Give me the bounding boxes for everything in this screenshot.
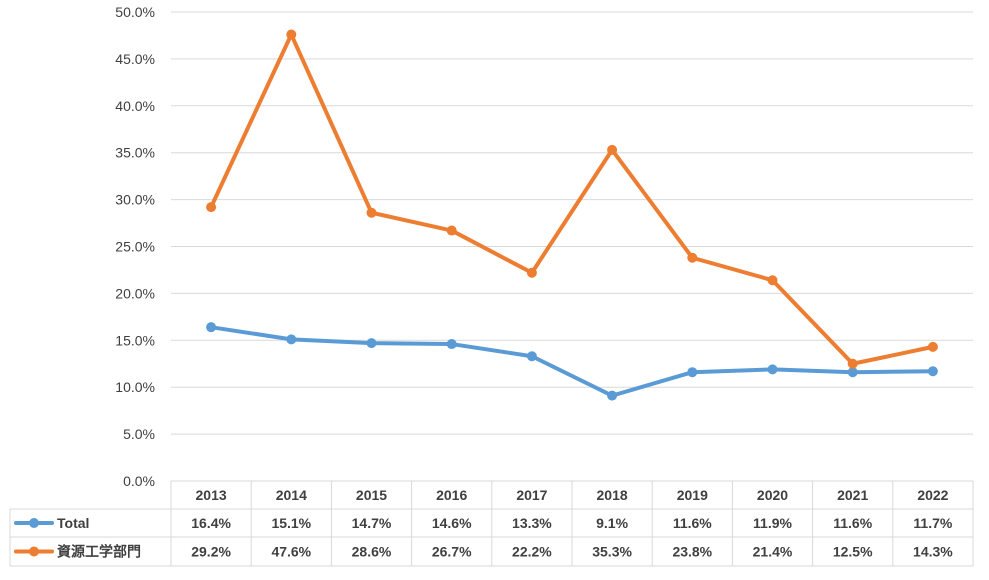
y-tick-label: 0.0% <box>123 473 155 489</box>
series-lines <box>206 29 938 401</box>
table-value-cell: 13.3% <box>512 515 552 531</box>
table-value-cell: 11.6% <box>673 515 712 531</box>
data-point <box>927 366 938 377</box>
data-point <box>206 202 217 213</box>
x-category-label: 2013 <box>196 487 227 503</box>
data-point <box>607 390 618 401</box>
data-point <box>366 338 377 349</box>
x-category-label: 2016 <box>436 487 467 503</box>
x-category-label: 2020 <box>757 487 788 503</box>
table-value-cell: 26.7% <box>432 544 472 560</box>
table-value-cell: 12.5% <box>833 544 873 560</box>
legend-key-marker <box>29 518 39 528</box>
table-value-cell: 21.4% <box>753 544 793 560</box>
legend-series-name: 資源工学部門 <box>57 544 141 560</box>
table-value-cell: 28.6% <box>352 544 392 560</box>
series-line <box>209 32 935 366</box>
data-table: 2013 2014 2015 2016 2017 2018 2019 2020 2021 2022… <box>9 480 974 567</box>
data-point <box>687 367 698 378</box>
data-point <box>286 334 297 345</box>
series-line <box>209 325 935 398</box>
data-point <box>366 207 377 218</box>
table-value-cell: 14.6% <box>432 515 472 531</box>
data-point <box>927 341 938 352</box>
data-point <box>446 225 457 236</box>
legend-series-name: Total <box>57 515 89 531</box>
y-tick-label: 40.0% <box>115 98 155 114</box>
data-point <box>526 267 537 278</box>
y-tick-label: 25.0% <box>115 239 155 255</box>
data-point <box>767 364 778 375</box>
y-tick-label: 35.0% <box>115 145 155 161</box>
table-value-cell: 47.6% <box>271 544 311 560</box>
data-point <box>286 29 297 40</box>
legend-key-marker <box>29 546 39 557</box>
x-category-label: 2015 <box>356 487 387 503</box>
table-value-cell: 11.9% <box>753 515 792 531</box>
table-value-cell: 29.2% <box>191 544 231 560</box>
x-category-label: 2021 <box>837 487 868 503</box>
data-point <box>206 322 217 333</box>
y-axis-tick-labels: 0.0% 5.0% 10.0% 15.0% 20.0% 25.0% 30.0% 35.0% 40… <box>115 4 155 489</box>
table-value-cell: 9.1% <box>596 515 628 531</box>
table-value-cell: 14.3% <box>913 544 953 560</box>
data-point <box>847 358 858 369</box>
table-value-cell: 14.7% <box>352 515 392 531</box>
x-category-label: 2022 <box>917 487 948 503</box>
data-point <box>687 252 698 263</box>
data-point <box>526 351 537 362</box>
table-value-cell: 11.7% <box>913 515 952 531</box>
x-category-label: 2014 <box>276 487 307 503</box>
y-tick-label: 45.0% <box>115 51 155 67</box>
y-tick-label: 15.0% <box>115 332 155 348</box>
x-category-label: 2017 <box>516 487 547 503</box>
table-value-cell: 22.2% <box>512 544 552 560</box>
table-value-cell: 16.4% <box>191 515 231 531</box>
y-tick-label: 30.0% <box>115 192 155 208</box>
x-category-label: 2019 <box>677 487 708 503</box>
data-point <box>446 339 457 350</box>
table-value-cell: 23.8% <box>672 544 712 560</box>
data-point <box>767 275 778 286</box>
table-value-cell: 15.1% <box>271 515 311 531</box>
y-tick-label: 20.0% <box>115 285 155 301</box>
data-point <box>847 367 858 378</box>
x-category-label: 2018 <box>597 487 628 503</box>
y-tick-label: 50.0% <box>115 4 155 20</box>
table-value-cell: 11.6% <box>833 515 872 531</box>
y-tick-label: 10.0% <box>115 379 155 395</box>
table-value-cell: 35.3% <box>592 544 632 560</box>
data-point <box>607 144 618 155</box>
y-tick-label: 5.0% <box>123 426 155 442</box>
